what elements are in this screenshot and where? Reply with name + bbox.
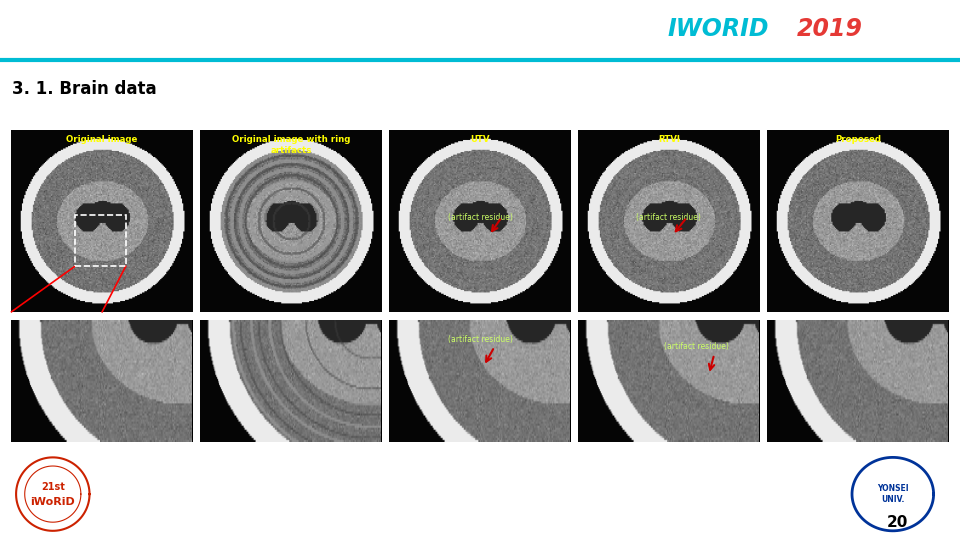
Text: iWoRiD: iWoRiD <box>31 497 75 507</box>
Text: Original image: Original image <box>66 135 138 144</box>
Text: Results & Discussions: Results & Discussions <box>12 17 303 42</box>
Text: RTVI: RTVI <box>658 135 680 144</box>
Text: Original image with ring
artifacts: Original image with ring artifacts <box>232 135 350 154</box>
Text: 21st: 21st <box>41 482 64 492</box>
Text: 3. 1. Brain data: 3. 1. Brain data <box>12 80 156 98</box>
Text: (artifact residue): (artifact residue) <box>447 334 513 343</box>
Text: UTV: UTV <box>470 135 490 144</box>
Bar <box>75 215 126 266</box>
Text: 2019: 2019 <box>797 17 863 42</box>
Text: 20: 20 <box>887 515 908 530</box>
Text: (artifact residue): (artifact residue) <box>636 213 702 221</box>
Text: YONSEI
UNIV.: YONSEI UNIV. <box>877 484 908 504</box>
Text: Proposed: Proposed <box>835 135 881 144</box>
Text: IWORID: IWORID <box>667 17 769 42</box>
Text: (artifact residue): (artifact residue) <box>663 342 729 351</box>
Text: (artifact residue): (artifact residue) <box>447 213 513 221</box>
